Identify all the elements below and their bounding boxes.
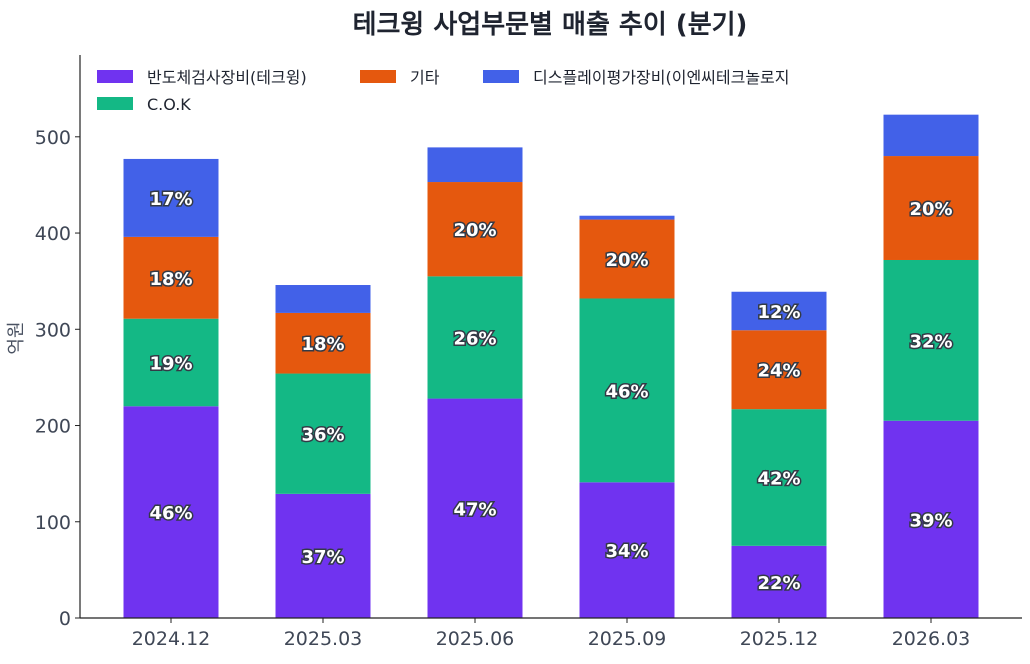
bar-segment (731, 409, 827, 546)
bar-segment (123, 406, 219, 618)
bar-segment (427, 182, 523, 277)
y-tick-label: 200 (35, 416, 71, 438)
bar-segment (731, 291, 827, 331)
bar-data-label: 46% (149, 503, 192, 524)
bar-segment (579, 215, 675, 220)
x-tick-label: 2026.03 (892, 628, 971, 650)
bar-data-label: 32% (909, 331, 952, 352)
legend: 반도체검사장비(테크윙) 기타 디스플레이평가장비(이엔씨테크놀로지 C.O.K (97, 68, 789, 114)
bar-segment (883, 259, 979, 421)
bar-data-label: 12% (757, 302, 800, 323)
y-tick-label: 400 (35, 223, 71, 245)
legend-swatch (97, 97, 133, 110)
bar-segment (275, 285, 371, 313)
bar-data-label: 20% (453, 220, 496, 241)
y-tick-label: 300 (35, 319, 71, 341)
y-tick-label: 500 (35, 127, 71, 149)
bar-data-label: 18% (149, 269, 192, 290)
bar-segment (275, 312, 371, 374)
y-tick-label: 100 (35, 512, 71, 534)
bar-segment (123, 318, 219, 407)
bar-data-label: 22% (757, 573, 800, 594)
bar-data-label: 36% (301, 425, 344, 446)
bar-segment (731, 545, 827, 618)
legend-label: 반도체검사장비(테크윙) (147, 68, 307, 87)
bar-segment (731, 330, 827, 410)
bar-data-label: 39% (909, 510, 952, 531)
x-tick-label: 2025.12 (740, 628, 819, 650)
y-tick-label: 0 (59, 608, 71, 630)
legend-swatch (483, 70, 519, 83)
chart-title: 테크윙 사업부문별 매출 추이 (분기) (353, 10, 748, 40)
axes-layer: 0 100 200 300 400 500 2024.12 2025.03 2025.06 202… (35, 55, 1022, 650)
bar-data-label: 17% (149, 189, 192, 210)
data-labels-layer: 46% 19% 18% 17% 37% 36% 18% 47% 26% 20% 34% 46% 20% 2… (148, 187, 954, 595)
bar-segment (275, 373, 371, 494)
y-axis-label: 억원 (6, 321, 27, 354)
bars-layer (123, 114, 979, 618)
bar-data-label: 47% (453, 499, 496, 520)
bar-segment (883, 156, 979, 260)
bar-segment (123, 236, 219, 319)
legend-label: 기타 (410, 68, 440, 87)
bar-data-label: 20% (909, 199, 952, 220)
bar-segment (579, 482, 675, 618)
legend-label: 디스플레이평가장비(이엔씨테크놀로지 (533, 68, 789, 87)
bar-data-label: 20% (605, 250, 648, 271)
bar-data-label: 46% (605, 381, 648, 402)
x-tick-label: 2024.12 (132, 628, 211, 650)
bar-data-label: 24% (757, 361, 800, 382)
bar-segment (883, 114, 979, 157)
bar-data-label: 34% (605, 541, 648, 562)
x-tick-label: 2025.06 (436, 628, 515, 650)
bar-segment (427, 147, 523, 183)
bar-segment (883, 420, 979, 618)
bar-data-label: 37% (301, 547, 344, 568)
legend-swatch (360, 70, 396, 83)
x-tick-label: 2025.09 (588, 628, 667, 650)
bar-data-label: 26% (453, 328, 496, 349)
bar-segment (123, 158, 219, 237)
bar-segment (579, 298, 675, 483)
bar-data-label: 19% (149, 353, 192, 374)
bar-segment (275, 493, 371, 618)
x-tick-label: 2025.03 (284, 628, 363, 650)
bar-segment (579, 219, 675, 299)
legend-label: C.O.K (147, 95, 191, 114)
bar-data-label: 42% (757, 468, 800, 489)
bar-data-label: 18% (301, 334, 344, 355)
bar-segment (427, 398, 523, 618)
legend-swatch (97, 70, 133, 83)
bar-segment (427, 276, 523, 399)
